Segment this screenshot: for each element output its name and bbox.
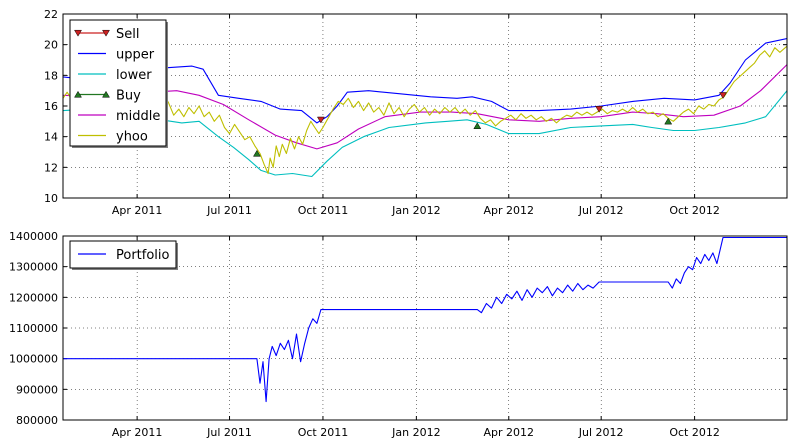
- x-tick-label: Apr 2012: [484, 426, 535, 439]
- series-line-portfolio: [63, 236, 787, 403]
- x-tick-label: Oct 2012: [669, 204, 720, 217]
- series-group: [63, 37, 787, 178]
- legend-label: Sell: [116, 27, 139, 42]
- x-tick-label: Jul 2011: [206, 426, 252, 439]
- x-tick-label: Jan 2012: [391, 426, 440, 439]
- legend-marker: [102, 90, 110, 98]
- y-tick-label: 20: [44, 39, 58, 52]
- sell-marker: [719, 92, 727, 99]
- legend-box: [69, 19, 167, 147]
- sell-marker: [316, 116, 325, 124]
- y-tick-label: 1300000: [9, 261, 58, 274]
- axes-frame: [62, 13, 788, 199]
- y-tick-label: 22: [44, 8, 58, 21]
- legend: Sell upper lower Buy middle yhoo: [69, 19, 168, 148]
- y-tick-label: 14: [44, 131, 58, 144]
- x-tick-label: Oct 2011: [298, 426, 349, 439]
- series-line-yhoo: [63, 45, 787, 175]
- legend-label: Portfolio: [116, 248, 170, 263]
- x-tick-label: Apr 2011: [112, 426, 163, 439]
- axes-frame: [62, 235, 788, 421]
- buy-marker: [253, 149, 261, 157]
- buy-marker: [473, 122, 482, 129]
- legend-label: yhoo: [116, 130, 148, 145]
- y-tick-label: 16: [44, 100, 58, 113]
- legend-label: Buy: [116, 89, 141, 104]
- legend-marker: [74, 90, 82, 98]
- sell-marker: [595, 106, 604, 113]
- series-line-lower: [63, 90, 787, 178]
- series-line-upper: [63, 37, 787, 124]
- x-tick-label: Jul 2012: [578, 426, 624, 439]
- y-tick-label: 1400000: [9, 230, 58, 243]
- y-tick-label: 1100000: [9, 322, 58, 335]
- x-tick-label: Oct 2011: [298, 204, 349, 217]
- series-line-middle: [63, 64, 787, 150]
- x-tick-label: Oct 2012: [669, 426, 720, 439]
- legend-marker: [102, 29, 110, 37]
- y-tick-label: 800000: [16, 414, 58, 427]
- x-tick-label: Jul 2012: [578, 204, 624, 217]
- y-tick-label: 1200000: [9, 291, 58, 304]
- price-chart-panel: Apr 2011 Jul 2011 Oct 2011 Jan 2012 Apr 2012…: [44, 8, 788, 217]
- legend-label: middle: [116, 109, 160, 124]
- legend-label: lower: [116, 68, 152, 83]
- legend: Portfolio: [69, 240, 178, 270]
- x-tick-label: Apr 2011: [112, 204, 163, 217]
- legend-marker: [74, 29, 82, 37]
- buy-marker: [664, 117, 673, 125]
- x-tick-label: Jan 2012: [391, 204, 440, 217]
- legend-label: upper: [116, 48, 155, 63]
- y-tick-label: 10: [44, 192, 58, 205]
- y-tick-label: 1000000: [9, 353, 58, 366]
- y-tick-label: 18: [44, 69, 58, 82]
- series-group: [63, 236, 787, 403]
- x-tick-label: Apr 2012: [484, 204, 535, 217]
- y-tick-label: 12: [44, 161, 58, 174]
- x-tick-label: Jul 2011: [206, 204, 252, 217]
- portfolio-chart-panel: Apr 2011 Jul 2011 Oct 2011 Jan 2012 Apr 2012…: [9, 230, 788, 439]
- y-tick-label: 900000: [16, 383, 58, 396]
